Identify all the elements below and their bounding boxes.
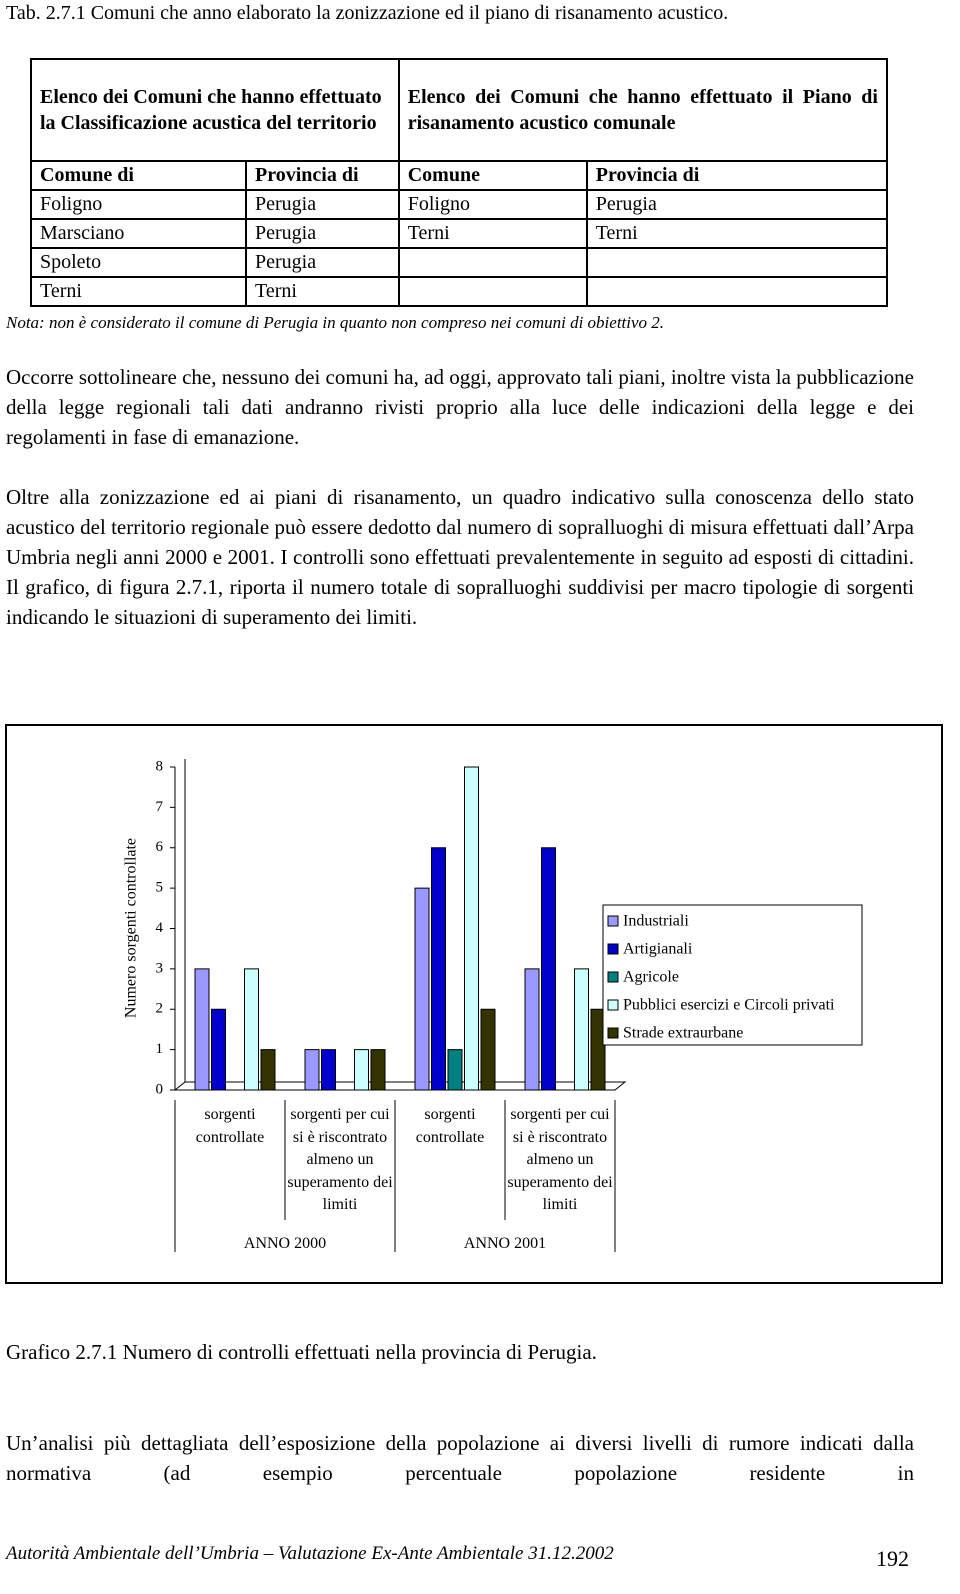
column-header: Provincia di [245, 160, 400, 191]
legend-label: Industriali [623, 913, 689, 930]
bar [211, 1008, 226, 1091]
legend-swatch [607, 1027, 619, 1039]
bar [480, 1008, 496, 1091]
cell: Perugia [585, 189, 889, 220]
group-header: Elenco dei Comuni che hanno effettuato i… [397, 58, 889, 162]
bar [590, 1008, 606, 1091]
cell: Marsciano [30, 218, 247, 249]
cell [585, 276, 889, 307]
cell: Perugia [245, 218, 400, 249]
x-tick-label: sorgenti controllate [415, 1106, 485, 1146]
group-label: ANNO 2000 [243, 1235, 327, 1252]
chart-caption: Grafico 2.7.1 Numero di controlli effett… [6, 1340, 597, 1364]
cell: Perugia [245, 189, 400, 220]
y-tick-label: 2 [156, 1001, 164, 1017]
bar [354, 1049, 369, 1091]
table-caption: Tab. 2.7.1 Comuni che anno elaborato la … [6, 2, 729, 24]
cell: Terni [585, 218, 889, 249]
legend-swatch [607, 915, 619, 927]
column-header: Comune [397, 160, 588, 191]
footer-text: Autorità Ambientale dell’Umbria – Valuta… [6, 1543, 614, 1564]
legend-label: Pubblici esercizi e Circoli privati [623, 997, 835, 1014]
legend-swatch [607, 943, 619, 955]
bar [321, 1049, 336, 1091]
x-tick-label: sorgenti per cui si è riscontrato almeno… [287, 1106, 393, 1213]
bar [244, 968, 259, 1091]
x-tick-label: sorgenti controllate [195, 1106, 265, 1146]
column-header: Provincia di [585, 160, 889, 191]
y-tick-label: 0 [156, 1081, 164, 1097]
bar [194, 968, 210, 1091]
page-number: 192 [876, 1546, 909, 1571]
y-tick-label: 4 [156, 920, 164, 936]
y-tick-label: 7 [156, 799, 164, 815]
y-tick-label: 1 [156, 1041, 164, 1057]
cell: Terni [245, 276, 400, 307]
paragraph: Oltre alla zonizzazione ed ai piani di r… [6, 485, 914, 629]
cell: Spoleto [30, 247, 247, 278]
column-header: Comune di [30, 160, 247, 191]
paragraph: Occorre sottolineare che, nessuno dei co… [6, 365, 914, 449]
x-tick-label: sorgenti per cui si è riscontrato almeno… [507, 1106, 613, 1213]
group-header: Elenco dei Comuni che hanno effettuato l… [30, 58, 400, 162]
bar [541, 847, 556, 1091]
table: Elenco dei Comuni che hanno effettuato l… [30, 58, 889, 307]
y-axis-label: Numero sorgenti controllate [123, 838, 140, 1018]
bar [574, 968, 589, 1091]
legend-frame [602, 904, 863, 1046]
legend-swatch [607, 999, 619, 1011]
cell: Terni [30, 276, 247, 307]
table-note: Nota: non è considerato il comune di Per… [6, 313, 665, 332]
chart-frame [5, 724, 943, 1284]
bar [414, 887, 430, 1091]
cell: Foligno [397, 189, 588, 220]
bar [431, 847, 446, 1091]
cell [397, 276, 588, 307]
y-tick-label: 3 [156, 960, 164, 976]
paragraph: Un’analisi più dettagliata dell’esposizi… [6, 1431, 914, 1485]
cell: Foligno [30, 189, 247, 220]
legend-label: Strade extraurbane [623, 1025, 743, 1042]
legend-label: Agricole [623, 969, 679, 986]
group-label: ANNO 2001 [463, 1235, 547, 1252]
bar [464, 766, 479, 1091]
cell [397, 247, 588, 278]
legend-label: Artigianali [623, 941, 693, 958]
plot-floor [173, 1081, 627, 1091]
y-tick-label: 5 [156, 880, 164, 896]
bar [260, 1049, 276, 1091]
legend-swatch [607, 971, 619, 983]
cell: Terni [397, 218, 588, 249]
y-tick-label: 6 [156, 839, 164, 855]
cell: Perugia [245, 247, 400, 278]
y-tick-label: 8 [156, 758, 164, 774]
bar [524, 968, 540, 1091]
bar [370, 1049, 386, 1091]
bar [447, 1049, 463, 1091]
cell [585, 247, 889, 278]
bar [304, 1049, 320, 1091]
